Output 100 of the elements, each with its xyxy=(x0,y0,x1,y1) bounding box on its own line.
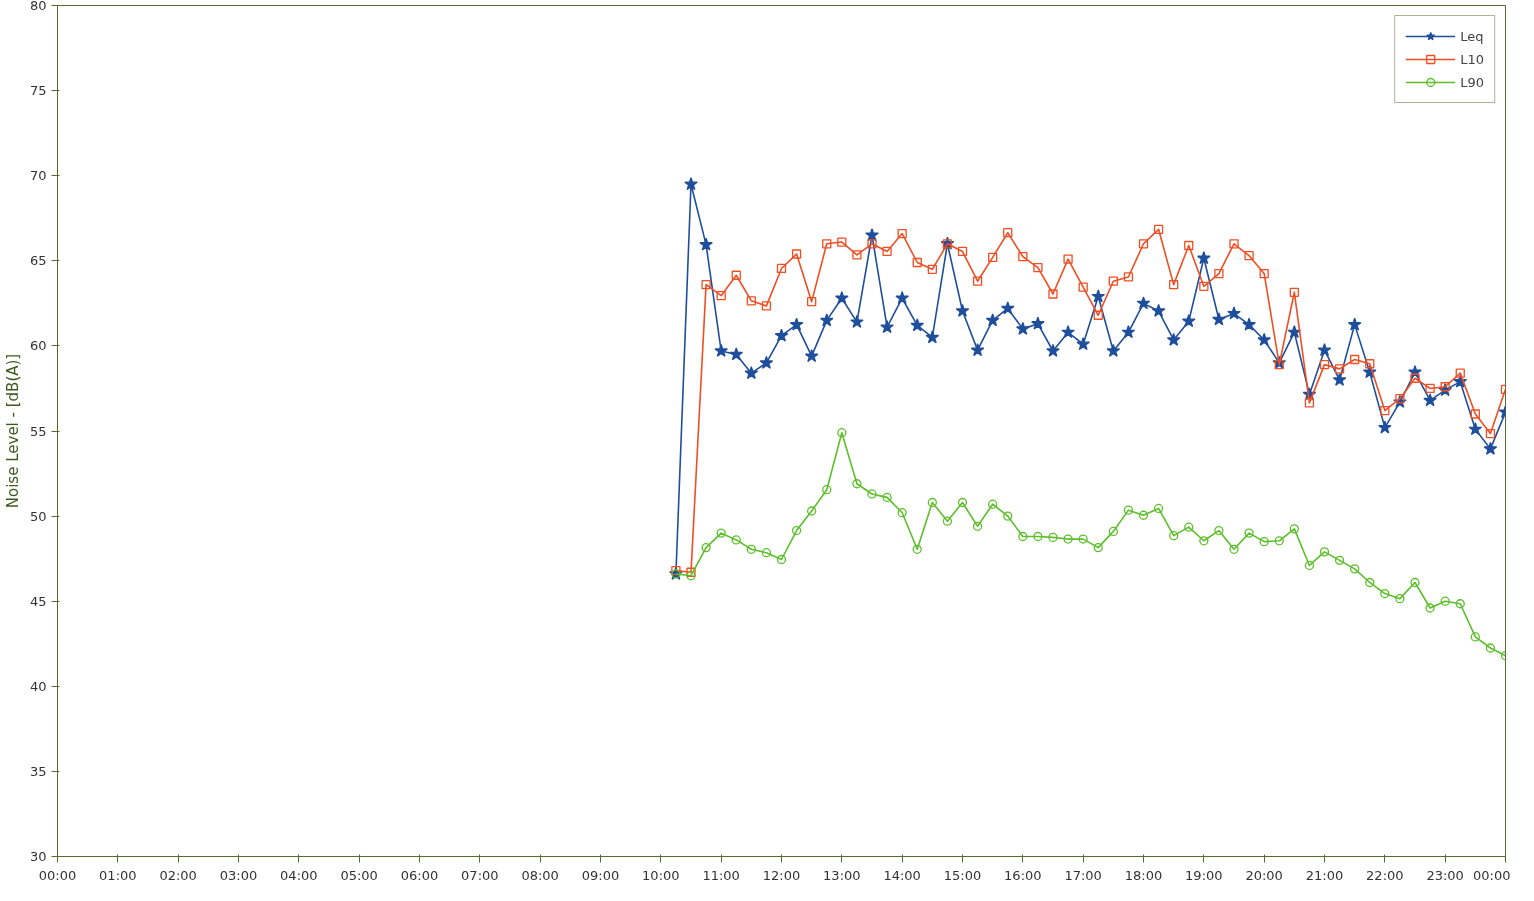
legend-label: Leq xyxy=(1460,28,1484,44)
x-tick-label: 10:00 xyxy=(642,867,680,883)
x-tick-label: 13:00 xyxy=(823,867,861,883)
x-tick-label: 08:00 xyxy=(521,867,559,883)
point xyxy=(1123,505,1134,515)
x-tick-label: 05:00 xyxy=(340,867,378,883)
point xyxy=(927,264,937,274)
point xyxy=(1380,588,1390,599)
point xyxy=(1425,383,1435,394)
point xyxy=(1347,317,1362,331)
point xyxy=(1350,564,1360,574)
point xyxy=(1078,534,1088,544)
y-tick-label: 30 xyxy=(29,849,47,864)
point xyxy=(701,279,711,290)
point xyxy=(1410,577,1420,588)
point xyxy=(789,317,804,331)
point xyxy=(1274,536,1284,546)
point xyxy=(701,542,711,553)
legend-label: L90 xyxy=(1460,74,1484,90)
point xyxy=(759,355,774,369)
point xyxy=(1229,239,1239,249)
point xyxy=(1016,321,1030,335)
point xyxy=(1000,301,1015,315)
point xyxy=(910,318,925,332)
y-tick-label: 75 xyxy=(29,83,47,99)
legend-label: L10 xyxy=(1460,51,1484,67)
point xyxy=(972,276,983,286)
point xyxy=(1199,536,1209,546)
point xyxy=(1048,289,1058,299)
point xyxy=(1365,577,1375,588)
point xyxy=(970,343,985,357)
x-tick-label: 22:00 xyxy=(1366,867,1404,883)
point xyxy=(1317,343,1332,357)
point xyxy=(1184,240,1194,251)
point xyxy=(1108,276,1118,286)
point xyxy=(731,270,741,280)
x-tick-label: 14:00 xyxy=(883,867,921,883)
point xyxy=(1470,632,1480,642)
point xyxy=(746,296,756,306)
x-tick-label: 12:00 xyxy=(762,867,801,883)
point xyxy=(1153,503,1164,514)
point xyxy=(1169,531,1179,541)
point xyxy=(807,297,817,307)
point xyxy=(1108,526,1118,537)
point xyxy=(1244,528,1254,538)
point xyxy=(1136,296,1151,310)
point xyxy=(1425,603,1435,613)
point xyxy=(731,535,741,545)
point xyxy=(1455,599,1465,609)
point xyxy=(837,237,847,247)
point xyxy=(684,177,698,191)
point xyxy=(791,249,802,259)
point xyxy=(791,525,802,536)
point xyxy=(1093,542,1103,553)
y-axis-title: Noise Level - [dB(A)] xyxy=(3,353,22,509)
point xyxy=(1470,409,1480,419)
point xyxy=(822,239,832,249)
point xyxy=(699,237,713,251)
point xyxy=(985,313,1000,327)
point xyxy=(1138,510,1149,520)
point xyxy=(1440,382,1450,392)
point xyxy=(1063,254,1073,264)
point xyxy=(1063,534,1073,544)
point xyxy=(925,330,940,344)
point xyxy=(807,506,817,516)
point xyxy=(1031,316,1045,330)
point xyxy=(1259,268,1269,279)
point xyxy=(835,291,849,305)
point xyxy=(1181,314,1196,328)
point xyxy=(1197,251,1211,265)
point xyxy=(895,291,909,305)
point xyxy=(1319,547,1330,557)
point xyxy=(1334,364,1345,374)
y-tick-label: 60 xyxy=(29,338,47,354)
y-tick-label: 40 xyxy=(29,678,47,694)
point xyxy=(1166,332,1181,346)
point xyxy=(1123,272,1134,282)
point xyxy=(776,554,787,565)
y-tick-label: 65 xyxy=(29,253,47,269)
point xyxy=(1018,251,1028,262)
point xyxy=(1151,303,1166,317)
point xyxy=(761,548,772,558)
point xyxy=(972,521,983,531)
x-tick-label: 07:00 xyxy=(461,867,499,883)
point xyxy=(988,499,998,509)
point xyxy=(882,492,892,503)
point xyxy=(852,479,862,489)
point xyxy=(1106,343,1121,357)
point xyxy=(761,301,772,311)
point xyxy=(1287,325,1302,339)
point xyxy=(1334,555,1345,565)
y-tick-label: 55 xyxy=(29,423,47,439)
point xyxy=(1244,251,1254,261)
point xyxy=(746,544,756,554)
point xyxy=(671,565,681,576)
point xyxy=(1227,306,1241,320)
point xyxy=(1091,289,1106,303)
point xyxy=(729,347,744,361)
point xyxy=(716,291,726,301)
point xyxy=(912,544,922,554)
